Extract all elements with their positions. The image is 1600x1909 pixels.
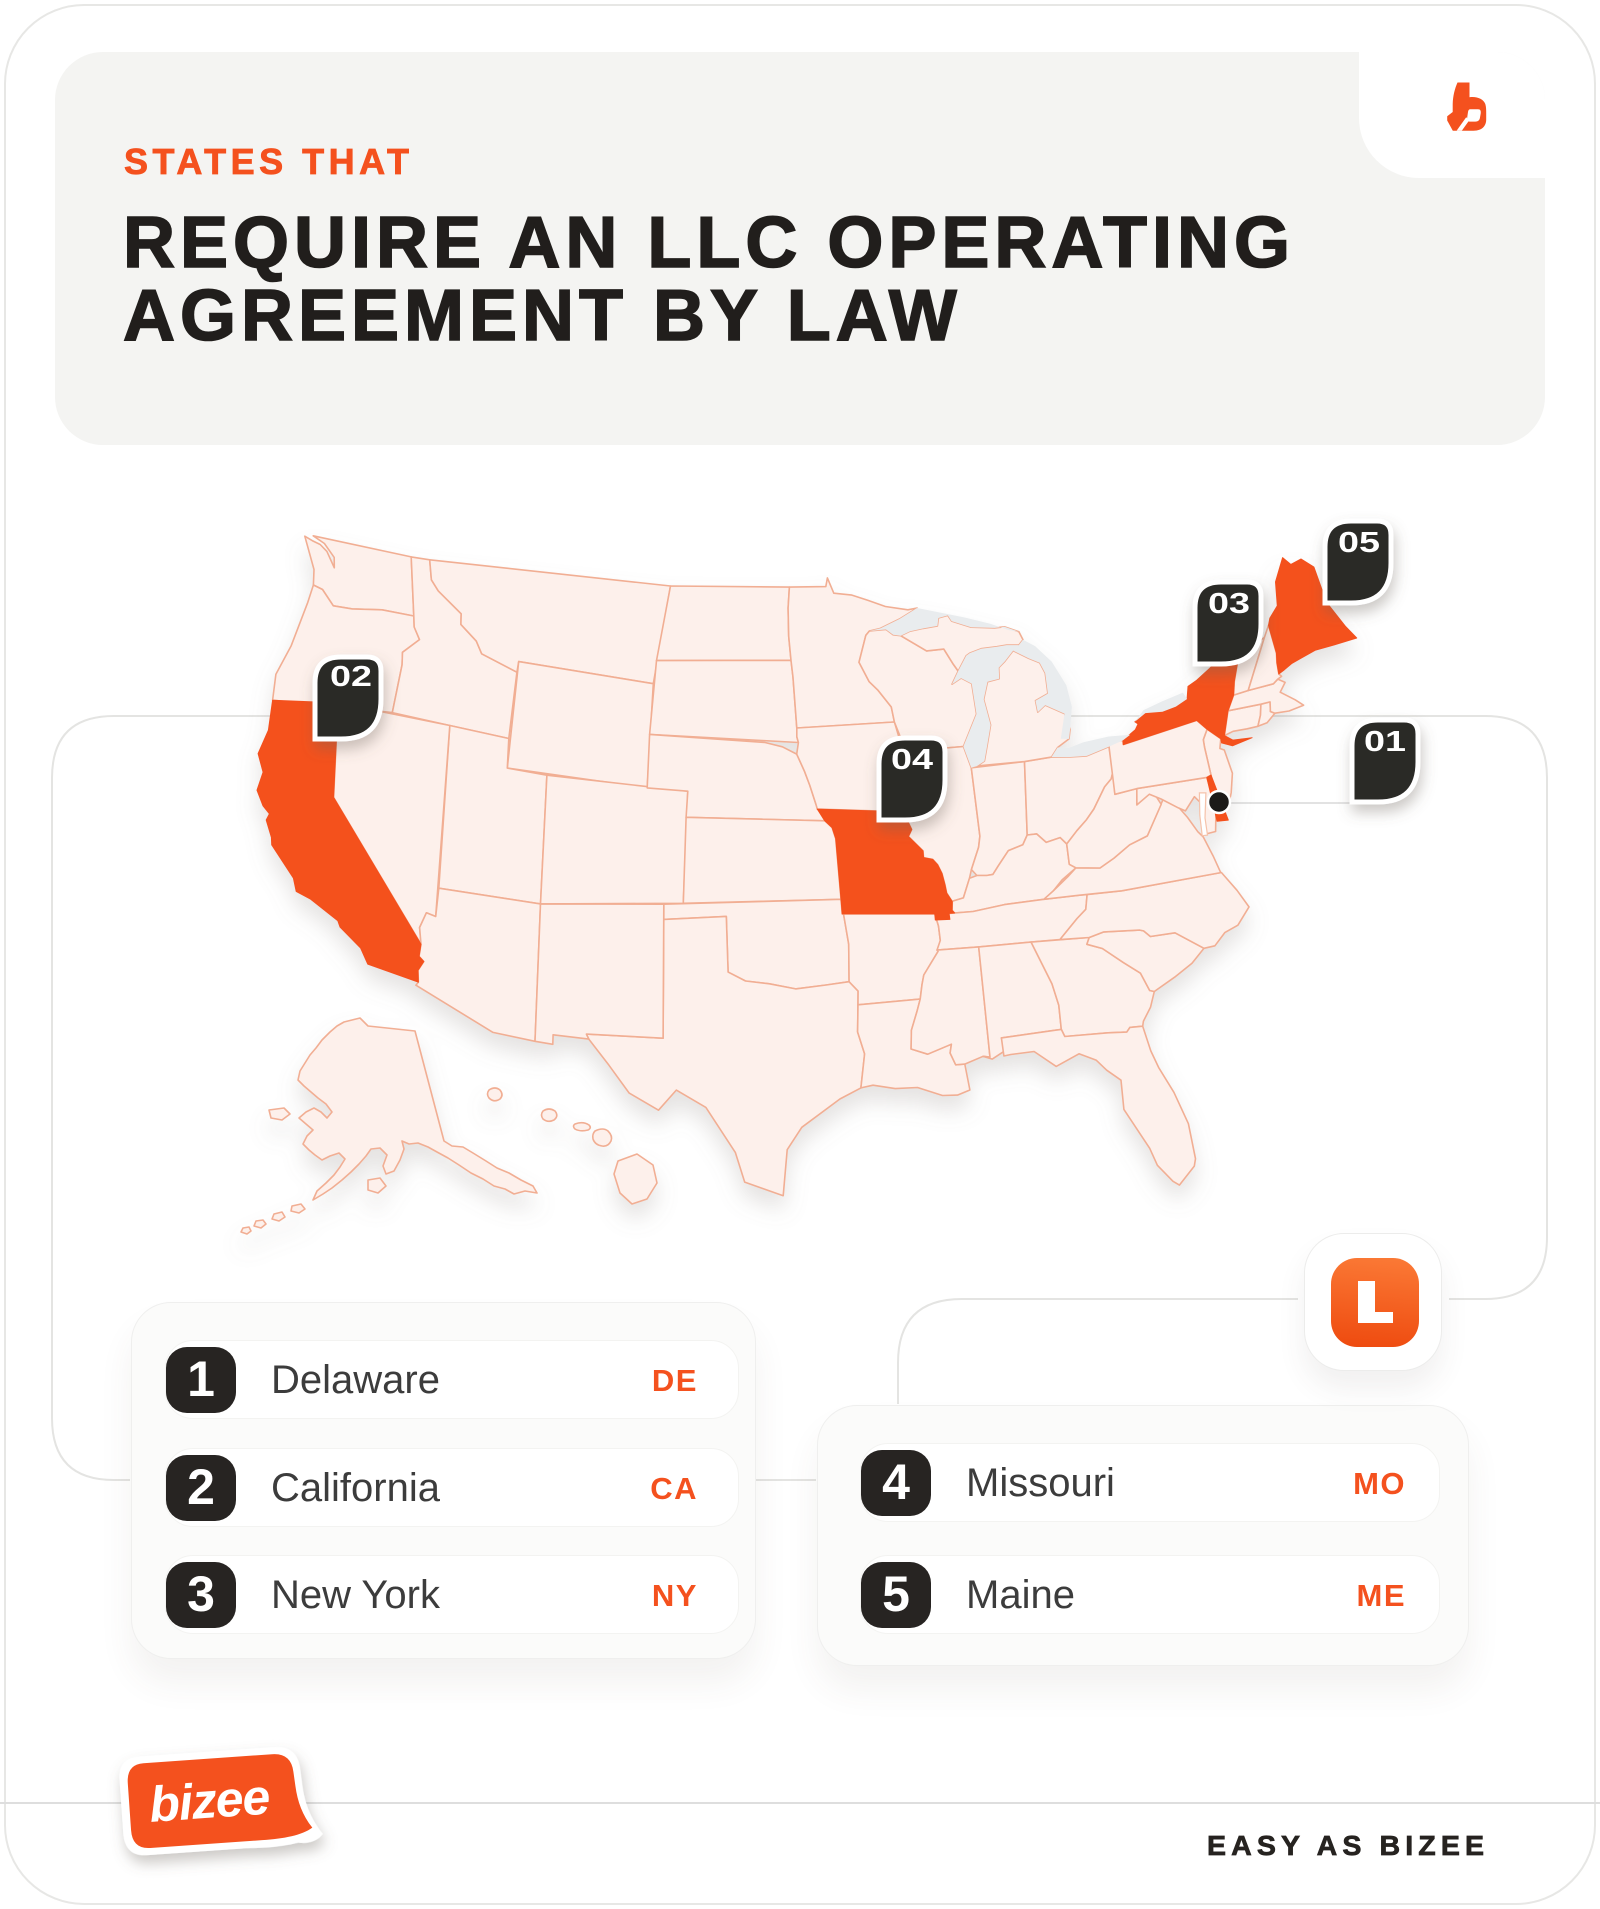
svg-text:04: 04: [891, 744, 933, 776]
svg-text:bizee: bizee: [147, 1769, 271, 1833]
svg-text:03: 03: [1208, 588, 1250, 620]
svg-text:01: 01: [1364, 726, 1406, 758]
svg-text:02: 02: [330, 661, 372, 693]
svg-text:05: 05: [1338, 527, 1380, 559]
